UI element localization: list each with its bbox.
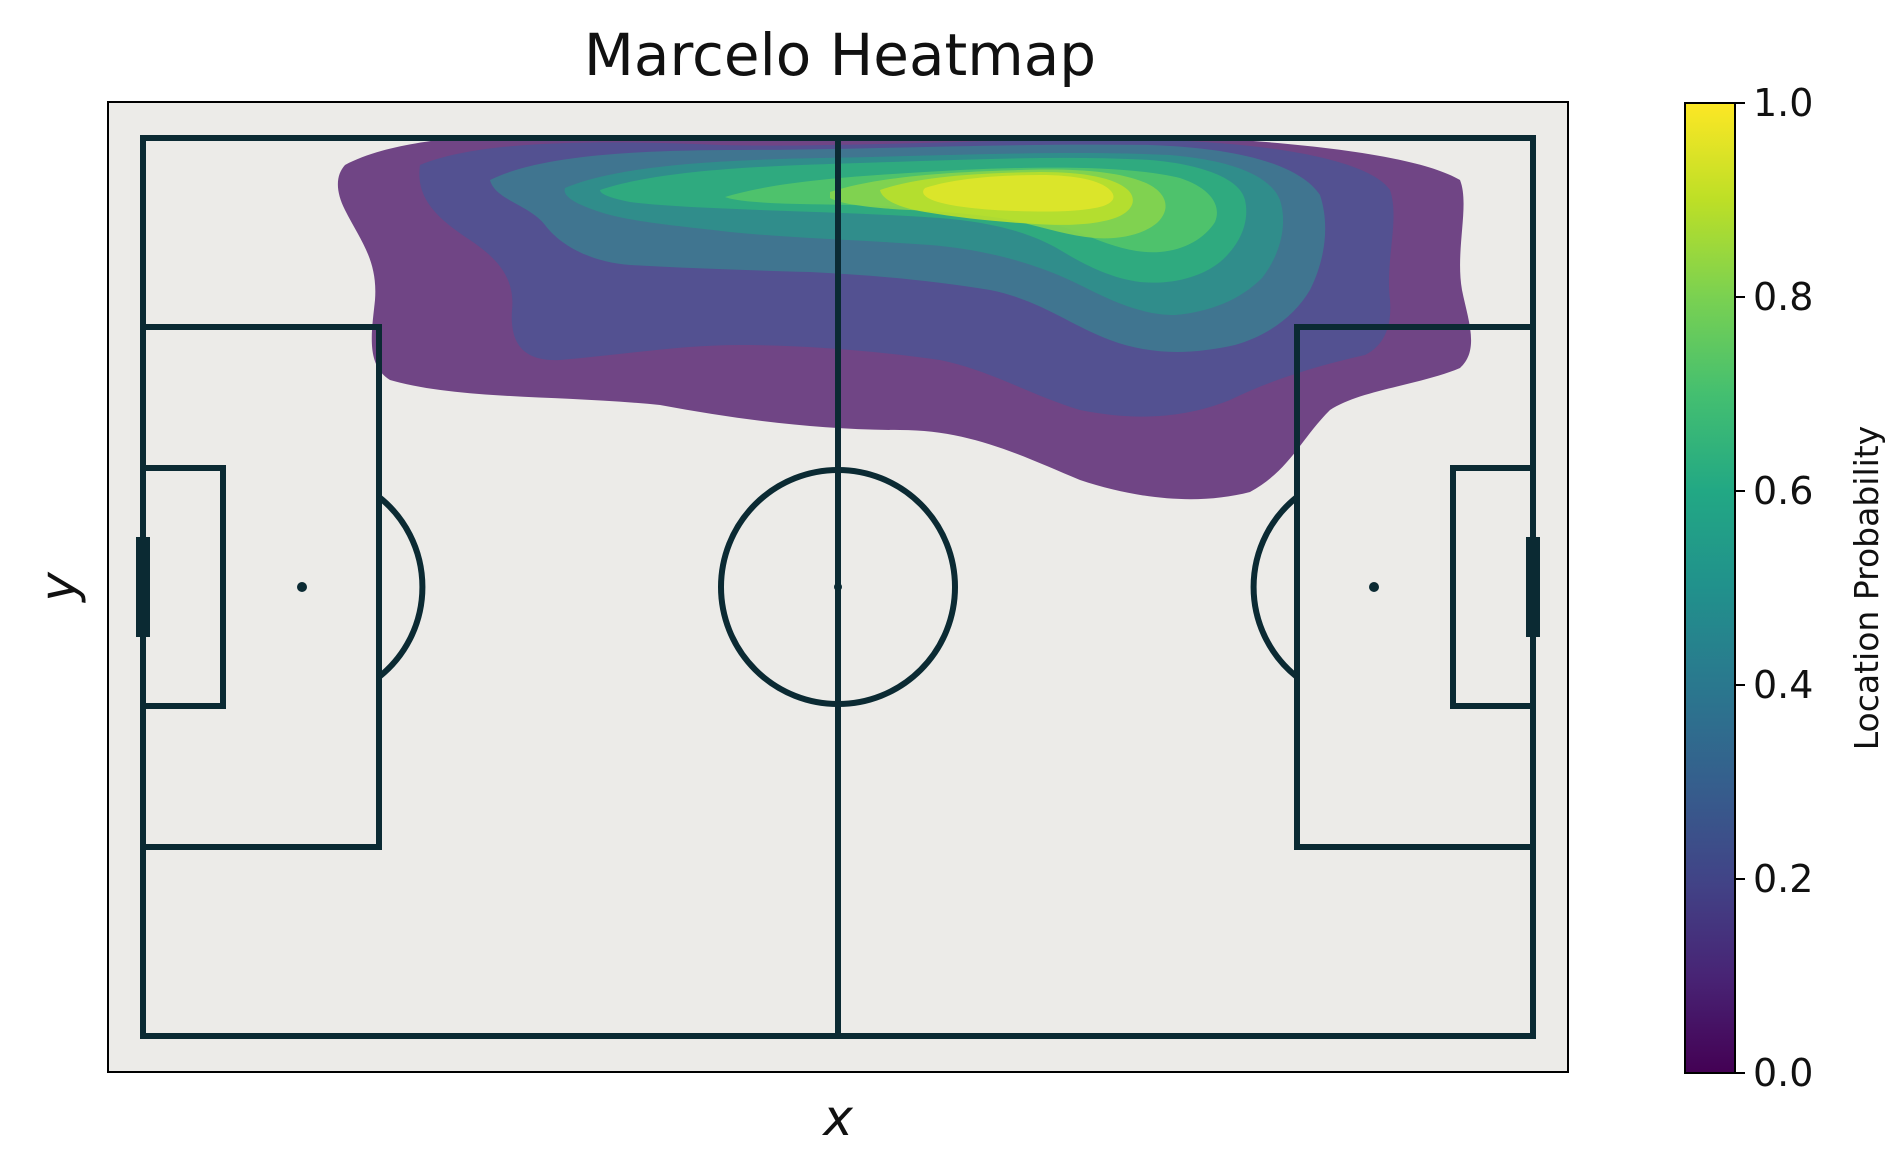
x-axis-label: x (821, 1089, 853, 1147)
colorbar-tick-label: 0.0 (1753, 1051, 1813, 1095)
centre-circle (718, 467, 958, 707)
colorbar-tick-label: 0.2 (1753, 857, 1813, 901)
right-penalty-spot (1369, 582, 1379, 592)
colorbar-tick-label: 1.0 (1753, 81, 1813, 125)
chart-title: Marcelo Heatmap (584, 21, 1096, 89)
colorbar-tick-label: 0.6 (1753, 469, 1813, 513)
y-axis-label: y (29, 571, 87, 604)
contour-level-9 (923, 175, 1114, 212)
colorbar-tick-label: 0.8 (1753, 275, 1813, 319)
colorbar: 0.0 0.2 0.4 0.6 0.8 1.0 Location Probability (1684, 81, 1886, 1095)
colorbar-gradient (1684, 102, 1736, 1074)
heatmap-layer (337, 137, 1472, 500)
left-goal (136, 537, 150, 637)
pitch-markings (136, 135, 1540, 1039)
left-penalty-arc (377, 494, 426, 680)
left-penalty-spot (297, 582, 307, 592)
colorbar-label: Location Probability (1847, 426, 1886, 751)
centre-spot (834, 583, 842, 591)
colorbar-ticks: 0.0 0.2 0.4 0.6 0.8 1.0 (1735, 81, 1813, 1095)
right-goal (1526, 537, 1540, 637)
right-penalty-arc (1250, 494, 1299, 680)
colorbar-tick-label: 0.4 (1753, 663, 1813, 707)
